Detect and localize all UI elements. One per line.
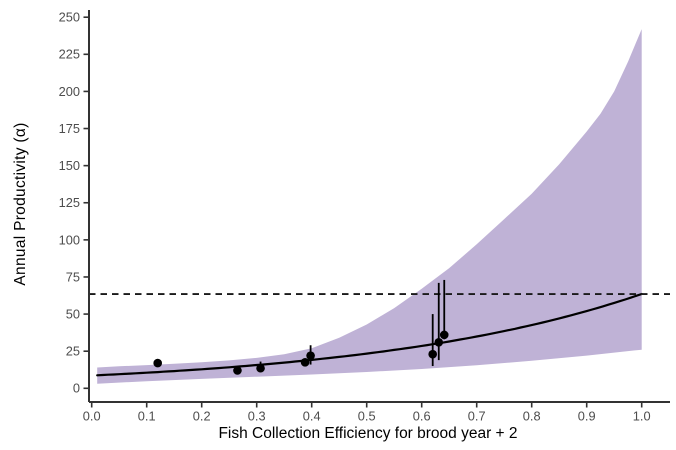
data-point: [256, 363, 265, 373]
fit-curve-line: [96, 292, 643, 377]
x-tick-label: 0.3: [248, 409, 266, 424]
y-tick-label: 25: [66, 344, 80, 359]
x-tick-label: 0.4: [303, 409, 321, 424]
x-tick-label: 0.2: [193, 409, 211, 424]
fit-curve: [96, 292, 643, 377]
y-tick-label: 225: [59, 47, 80, 62]
y-tick-label: 0: [73, 381, 80, 396]
y-tick-label: 50: [66, 306, 80, 321]
x-tick-label: 0.7: [468, 409, 486, 424]
y-tick-label: 175: [59, 121, 80, 136]
x-tick-label: 0.8: [523, 409, 541, 424]
x-tick-label: 0.5: [358, 409, 376, 424]
x-tick-label: 0.9: [578, 409, 596, 424]
y-tick-label: 200: [59, 84, 80, 99]
confidence-ribbon: [97, 29, 642, 384]
data-point: [428, 349, 438, 359]
y-tick-label: 75: [66, 269, 80, 284]
data-point: [300, 358, 310, 367]
y-axis-title: Annual Productivity (α): [12, 122, 29, 286]
y-tick-label: 150: [59, 158, 80, 173]
x-tick-label: 0.1: [138, 409, 156, 424]
ribbon-shape: [97, 29, 642, 384]
data-points: [153, 330, 449, 375]
y-tick-label: 125: [59, 195, 80, 210]
data-point: [153, 358, 162, 368]
x-tick-label: 0.0: [83, 409, 101, 424]
data-point: [306, 351, 315, 360]
data-point: [233, 366, 242, 375]
data-point: [434, 337, 444, 347]
x-axis: 0.0 0.1 0.2 0.3 0.4 0.5 0.6 0.7 0.8 0.9 1.0: [83, 401, 670, 424]
x-axis-title: Fish Collection Efficiency for brood yea…: [218, 425, 518, 442]
data-point: [439, 330, 449, 340]
y-axis: 0 25 50 75 100 125 150 175 200 225 250: [59, 10, 90, 402]
x-tick-label: 1.0: [633, 409, 651, 424]
x-tick-label: 0.6: [413, 409, 431, 424]
y-tick-label: 100: [59, 232, 80, 247]
y-tick-label: 250: [59, 10, 80, 25]
